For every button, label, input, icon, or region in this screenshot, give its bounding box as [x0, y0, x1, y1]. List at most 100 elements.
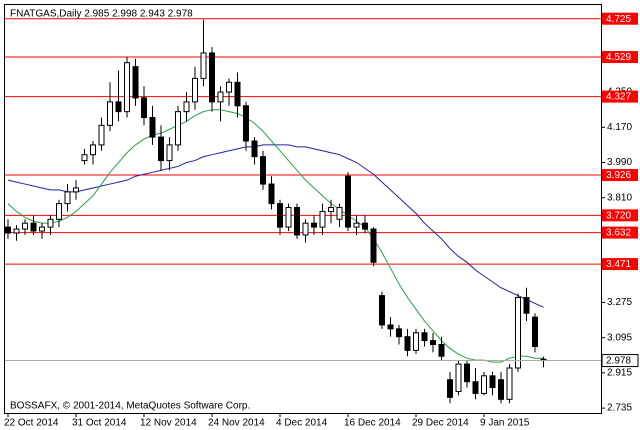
- candle-body: [481, 375, 487, 394]
- candle-body: [39, 226, 45, 232]
- candle-body: [81, 154, 88, 162]
- candle-body: [243, 105, 249, 142]
- candle-body: [30, 222, 37, 232]
- candle-body: [132, 66, 139, 99]
- current-price-box: [601, 354, 639, 368]
- y-tick-label: 2.915: [607, 368, 632, 379]
- candle-body: [251, 140, 258, 158]
- x-tick-label: 22 Oct 2014: [4, 418, 59, 429]
- level-label-box: [602, 90, 638, 103]
- x-tick-label: 16 Dec 2014: [344, 418, 401, 429]
- candle-body: [47, 218, 54, 228]
- candle-body: [158, 136, 164, 162]
- candle-body: [379, 295, 385, 326]
- level-label: 3.632: [606, 228, 631, 239]
- candle-body: [404, 336, 411, 351]
- candle-body: [506, 367, 513, 400]
- level-label-box: [602, 209, 638, 222]
- candle-body: [489, 375, 496, 389]
- candle-body: [268, 183, 275, 205]
- y-tick-label: 4.170: [607, 122, 632, 133]
- candle-body: [319, 210, 326, 228]
- candle-body: [149, 117, 156, 138]
- level-label-box: [602, 12, 638, 25]
- level-label-box: [602, 51, 638, 64]
- x-tick-label: 4 Dec 2014: [276, 418, 328, 429]
- candle-body: [90, 144, 96, 156]
- candle-body: [430, 340, 436, 346]
- y-tick-label: 3.810: [607, 192, 632, 203]
- candle-body: [523, 297, 530, 314]
- candle-body: [226, 81, 232, 93]
- candle-body: [22, 222, 28, 230]
- candle-body: [455, 363, 462, 392]
- candle-body: [328, 207, 334, 212]
- candle-body: [294, 207, 300, 236]
- credit: BOSSAFX, © 2001-2014, MetaQuotes Softwar…: [10, 401, 250, 412]
- candle-body: [217, 91, 224, 103]
- candle-body: [387, 324, 394, 330]
- candle-body: [362, 222, 368, 230]
- level-label-box: [602, 258, 638, 271]
- candle-body: [447, 379, 453, 398]
- level-label-box: [602, 226, 638, 239]
- level-label: 4.529: [606, 52, 631, 63]
- y-tick-label: 2.735: [607, 403, 632, 414]
- candle-body: [277, 203, 283, 228]
- candle-body: [64, 191, 71, 205]
- moving-average: [7, 109, 544, 363]
- candle-body: [5, 226, 11, 234]
- level-label: 4.725: [606, 14, 631, 25]
- candle-body: [141, 97, 147, 119]
- candle-body: [98, 124, 105, 146]
- candle-body: [209, 52, 215, 103]
- moving-average: [7, 144, 544, 308]
- x-tick-label: 24 Nov 2014: [208, 418, 265, 429]
- current-price-label: 2.978: [606, 356, 631, 367]
- candle-body: [234, 81, 241, 107]
- candle-body: [396, 328, 402, 338]
- candle-body: [166, 144, 173, 162]
- level-label: 3.926: [606, 170, 631, 181]
- candle-body: [336, 207, 343, 220]
- candle-body: [302, 222, 309, 236]
- candle-body: [285, 207, 292, 228]
- plot-frame: [4, 4, 602, 414]
- candle-body: [438, 344, 445, 357]
- candle-body: [175, 111, 181, 146]
- candle-body: [200, 52, 207, 79]
- level-label: 3.471: [606, 259, 631, 270]
- candle-body: [73, 187, 79, 193]
- candle-body: [107, 101, 113, 126]
- candle-body: [192, 77, 198, 103]
- candle-body: [124, 62, 130, 113]
- x-tick-label: 9 Jan 2015: [480, 418, 530, 429]
- candle-body: [413, 332, 419, 351]
- candle-body: [260, 156, 266, 185]
- x-tick-label: 31 Oct 2014: [72, 418, 127, 429]
- candle-body: [115, 101, 122, 113]
- candle-body: [353, 222, 360, 228]
- candle-body: [421, 332, 428, 342]
- chart-title: FNATGAS,Daily 2.985 2.998 2.943 2.978: [10, 9, 193, 20]
- y-tick-label: 3.275: [607, 297, 632, 308]
- y-tick-label: 3.990: [607, 157, 632, 168]
- candle-body: [515, 297, 521, 369]
- y-tick-label: 3.095: [607, 332, 632, 343]
- level-label: 3.720: [606, 211, 631, 222]
- candle-body: [498, 379, 504, 400]
- x-tick-label: 29 Dec 2014: [412, 418, 469, 429]
- candle-body: [311, 222, 317, 228]
- candle-body: [464, 363, 470, 383]
- candle-body: [472, 381, 479, 394]
- candle-body: [370, 228, 377, 263]
- candle-body: [183, 101, 190, 113]
- level-label-box: [602, 169, 638, 182]
- x-tick-label: 12 Nov 2014: [140, 418, 197, 429]
- candle-body: [56, 203, 62, 220]
- candle-body: [532, 316, 538, 347]
- level-label: 4.327: [606, 92, 631, 103]
- candle-body: [345, 175, 351, 228]
- candle-body: [13, 228, 20, 234]
